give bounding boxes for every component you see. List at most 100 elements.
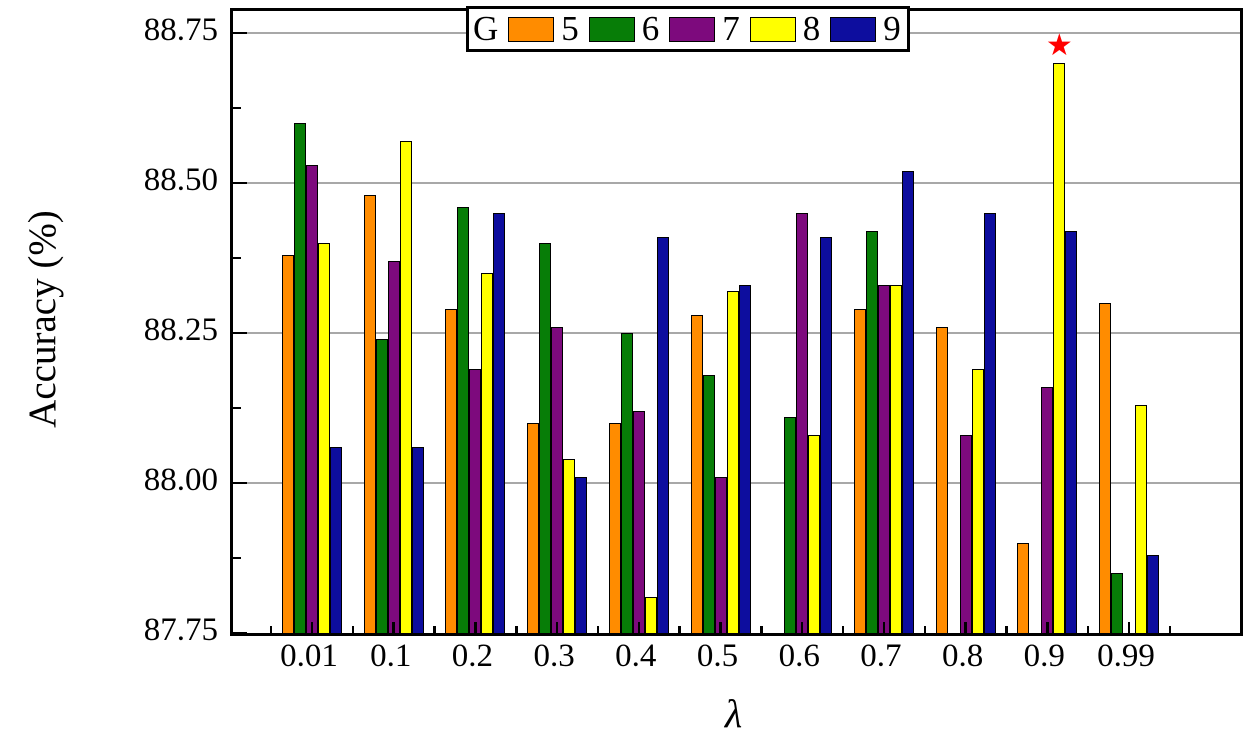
legend-label-8: 8: [802, 9, 821, 48]
bar-G8-0.99: [1135, 405, 1147, 633]
y-tick-label: 87.75: [143, 612, 218, 648]
x-minor-tick: [433, 626, 436, 633]
bar-G9-0.9: [1065, 231, 1078, 633]
x-major-tick: [964, 622, 967, 633]
x-minor-tick: [269, 626, 273, 633]
legend-swatch-6: [588, 16, 635, 42]
y-major-tick: [233, 631, 247, 635]
bar-G5-0.1: [363, 195, 376, 633]
bar-G7-0.4: [632, 411, 645, 633]
y-major-tick: [233, 181, 247, 185]
bar-G8-0.6: [808, 435, 821, 633]
bar-G7-0.01: [306, 165, 318, 633]
x-tick-label: 0.1: [370, 638, 412, 674]
x-major-tick: [1046, 622, 1049, 633]
legend: G 5 6 7 8 9: [466, 6, 910, 52]
bar-G8-0.2: [481, 273, 494, 633]
x-minor-tick: [351, 626, 355, 633]
legend-swatch-7: [669, 16, 716, 42]
bar-G8-0.3: [563, 459, 576, 633]
x-tick-label: 0.99: [1097, 638, 1155, 674]
bar-G8-0.1: [399, 141, 412, 633]
bar-G8-0.9: [1053, 63, 1066, 633]
x-major-tick: [719, 622, 722, 633]
bar-G8-0.4: [644, 597, 657, 633]
star-marker: ★: [1045, 29, 1073, 62]
bar-G8-0.5: [726, 291, 739, 633]
bar-G5-0.3: [527, 423, 540, 633]
x-tick-label: 0.6: [778, 638, 820, 674]
bar-G9-0.1: [411, 447, 424, 633]
x-major-tick: [637, 622, 641, 633]
y-major-tick: [233, 331, 247, 335]
bar-G7-0.6: [796, 213, 809, 633]
bar-G9-0.8: [983, 213, 996, 633]
bar-G6-0.4: [620, 333, 633, 633]
x-major-tick: [392, 622, 395, 633]
y-minor-tick: [233, 406, 241, 410]
bar-G6-0.99: [1111, 573, 1123, 633]
x-tick-label: 0.8: [941, 638, 984, 674]
bar-G6-0.01: [294, 123, 306, 633]
x-minor-tick: [760, 626, 763, 633]
bar-G5-0.2: [445, 309, 458, 633]
x-major-tick: [310, 622, 314, 633]
legend-label-5: 5: [561, 9, 579, 48]
bar-G9-0.5: [738, 285, 751, 633]
x-minor-tick: [596, 626, 600, 633]
bar-G5-0.9: [1017, 543, 1030, 633]
x-minor-tick: [515, 626, 518, 633]
legend-label-7: 7: [722, 9, 740, 48]
y-tick-label: 88.50: [143, 162, 218, 198]
x-tick-label: 0.2: [451, 638, 494, 674]
bar-G9-0.7: [901, 171, 914, 633]
x-major-tick: [474, 622, 477, 633]
legend-swatch-8: [749, 16, 796, 42]
bar-G9-0.01: [330, 447, 342, 633]
x-tick-label: 0.5: [696, 638, 739, 674]
bar-G5-0.5: [690, 315, 703, 633]
bar-G9-0.4: [656, 237, 669, 633]
bar-G5-0.8: [935, 327, 948, 633]
x-minor-tick: [923, 626, 926, 633]
x-minor-tick: [841, 626, 845, 633]
x-tick-label: 0.9: [1023, 638, 1065, 674]
bar-G7-0.3: [551, 327, 564, 633]
legend-label-9: 9: [883, 9, 901, 48]
x-tick-label: 0.4: [615, 638, 657, 674]
x-major-tick: [555, 622, 559, 633]
bar-G9-0.3: [575, 477, 588, 633]
y-axis-title: Accuracy (%): [20, 210, 64, 428]
x-minor-tick: [1005, 626, 1008, 633]
x-major-tick: [800, 622, 804, 633]
y-major-tick: [233, 481, 247, 485]
bar-G5-0.99: [1099, 303, 1111, 633]
legend-swatch-9: [830, 16, 877, 42]
bar-G5-0.4: [608, 423, 621, 633]
bar-G5-0.7: [853, 309, 866, 633]
y-tick-label: 88.25: [143, 312, 218, 348]
x-tick-label: 0.3: [533, 638, 575, 674]
x-major-tick: [1127, 622, 1131, 633]
bar-G6-0.2: [457, 207, 470, 633]
y-major-tick: [233, 31, 247, 35]
bar-G9-0.99: [1147, 555, 1159, 633]
bar-G5-0.01: [282, 255, 294, 633]
bar-G6-0.7: [865, 231, 878, 633]
bar-G9-0.6: [820, 237, 833, 633]
y-tick-label: 88.00: [143, 462, 218, 498]
y-tick-label: 88.75: [143, 12, 218, 48]
x-minor-tick: [1086, 626, 1090, 633]
bar-G6-0.5: [702, 375, 715, 633]
bar-G7-0.9: [1041, 387, 1054, 633]
bar-G7-0.2: [469, 369, 482, 633]
x-minor-tick: [678, 626, 681, 633]
legend-label-6: 6: [641, 9, 660, 48]
bar-G7-0.8: [959, 435, 972, 633]
x-minor-tick: [1168, 626, 1172, 633]
y-minor-tick: [233, 256, 241, 260]
bar-G8-0.7: [889, 285, 902, 633]
x-tick-label: 0.7: [860, 638, 902, 674]
bar-G7-0.1: [387, 261, 400, 633]
